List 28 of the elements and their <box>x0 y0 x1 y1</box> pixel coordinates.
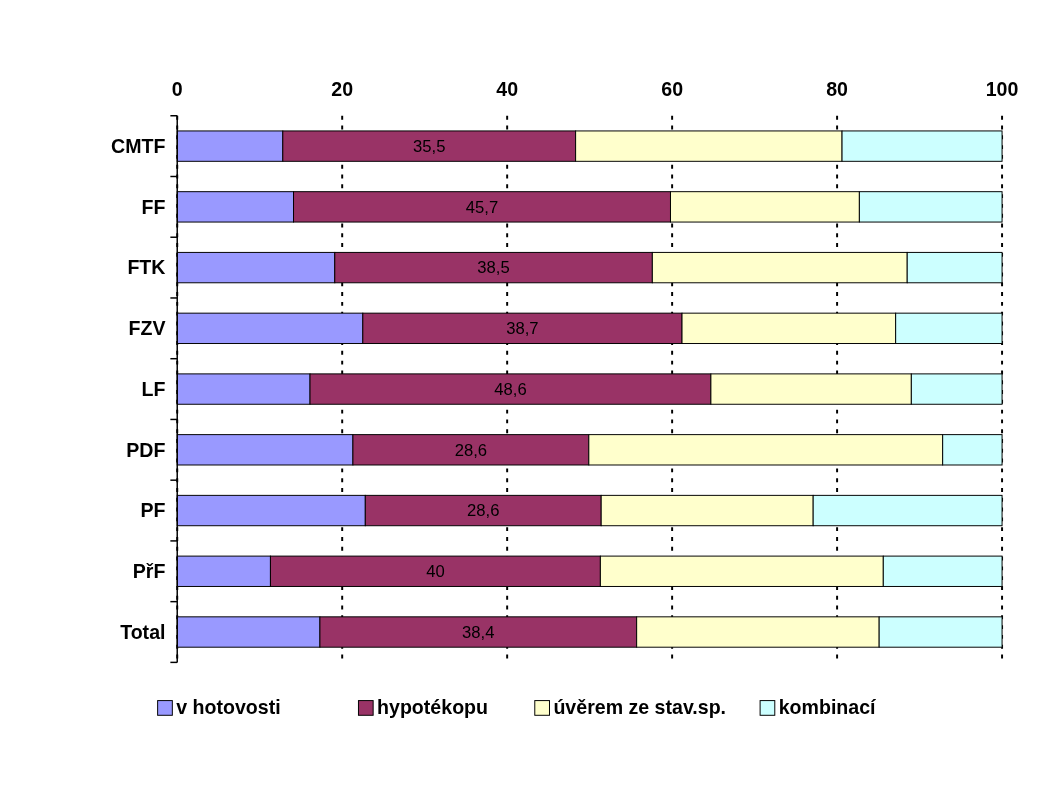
x-tick-label: 0 <box>171 78 183 101</box>
data-label: 28,6 <box>467 501 500 521</box>
y-tick-label: PDF <box>126 438 166 461</box>
x-tick-label: 40 <box>496 78 519 101</box>
y-tick-label: CMTF <box>111 134 166 157</box>
x-tick-label: 80 <box>826 78 849 101</box>
y-tick-label: Total <box>120 620 166 643</box>
data-label: 48,6 <box>494 379 527 399</box>
data-label: 40 <box>426 562 445 582</box>
data-label: 28,6 <box>454 440 488 460</box>
data-label: 38,5 <box>477 258 510 278</box>
x-tick-label: 60 <box>661 78 684 101</box>
y-tick-label: PřF <box>132 560 166 583</box>
y-tick-label: LF <box>141 377 166 400</box>
y-tick-label: FZV <box>128 317 166 340</box>
x-tick-label: 100 <box>985 78 1019 101</box>
legend-label: v hotovosti <box>176 696 281 719</box>
data-label: 45,7 <box>465 197 499 217</box>
data-label: 38,7 <box>506 319 539 339</box>
legend-label: hypotékopu <box>377 696 489 719</box>
legend-label: kombinací <box>778 696 877 719</box>
y-tick-label: PF <box>140 499 166 522</box>
data-label: 35,5 <box>413 136 446 156</box>
legend-label: úvěrem ze stav.sp. <box>553 696 727 719</box>
y-tick-label: FF <box>141 195 166 218</box>
data-label: 38,4 <box>462 622 495 642</box>
x-tick-label: 20 <box>331 78 354 101</box>
y-tick-label: FTK <box>127 256 166 279</box>
